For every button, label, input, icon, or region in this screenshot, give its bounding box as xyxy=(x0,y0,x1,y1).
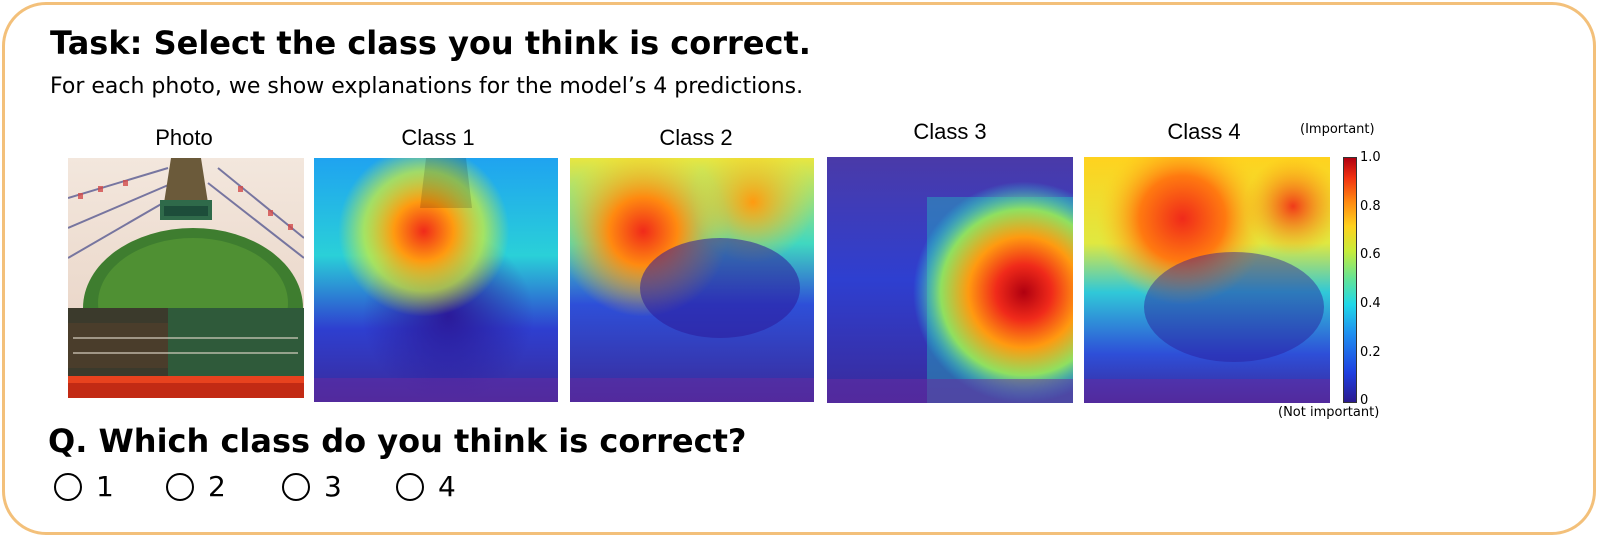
panel-label-photo: Photo xyxy=(155,125,213,150)
panel-label-class-4: Class 4 xyxy=(1167,119,1241,144)
panel-label-class-3: Class 3 xyxy=(913,119,987,144)
heatmap-class-3 xyxy=(827,157,1073,403)
option-2[interactable]: 2 xyxy=(166,470,226,503)
option-4-label: 4 xyxy=(438,470,456,503)
panel-label-class-1: Class 1 xyxy=(401,125,475,150)
radio-button-3[interactable] xyxy=(282,472,310,501)
colorbar-top-label: (Important) xyxy=(1300,122,1375,137)
colorbar-tick: 0.6 xyxy=(1360,247,1381,262)
task-title: Task: Select the class you think is corr… xyxy=(50,24,811,62)
radio-button-4[interactable] xyxy=(396,472,424,501)
heatmap-class-4 xyxy=(1084,157,1330,403)
panel-label-class-2: Class 2 xyxy=(659,125,733,150)
option-1-label: 1 xyxy=(96,470,114,503)
stupa-photo xyxy=(68,158,304,398)
option-3-label: 3 xyxy=(324,470,342,503)
task-subtitle: For each photo, we show explanations for… xyxy=(50,74,804,99)
colorbar xyxy=(1343,157,1357,403)
radio-button-2[interactable] xyxy=(166,472,194,501)
heatmap-class-2 xyxy=(570,158,814,402)
radio-button-1[interactable] xyxy=(54,472,82,501)
option-2-label: 2 xyxy=(208,470,226,503)
option-3[interactable]: 3 xyxy=(282,470,342,503)
colorbar-tick: 0.8 xyxy=(1360,199,1381,214)
colorbar-bottom-label: (Not important) xyxy=(1278,405,1380,420)
option-4[interactable]: 4 xyxy=(396,470,456,503)
colorbar-tick: 0 xyxy=(1360,393,1369,408)
colorbar-tick: 1.0 xyxy=(1360,150,1381,165)
heatmap-class-1 xyxy=(314,158,558,402)
question-text: Q. Which class do you think is correct? xyxy=(48,422,747,460)
colorbar-tick: 0.4 xyxy=(1360,296,1381,311)
option-1[interactable]: 1 xyxy=(54,470,114,503)
colorbar-tick: 0.2 xyxy=(1360,345,1381,360)
